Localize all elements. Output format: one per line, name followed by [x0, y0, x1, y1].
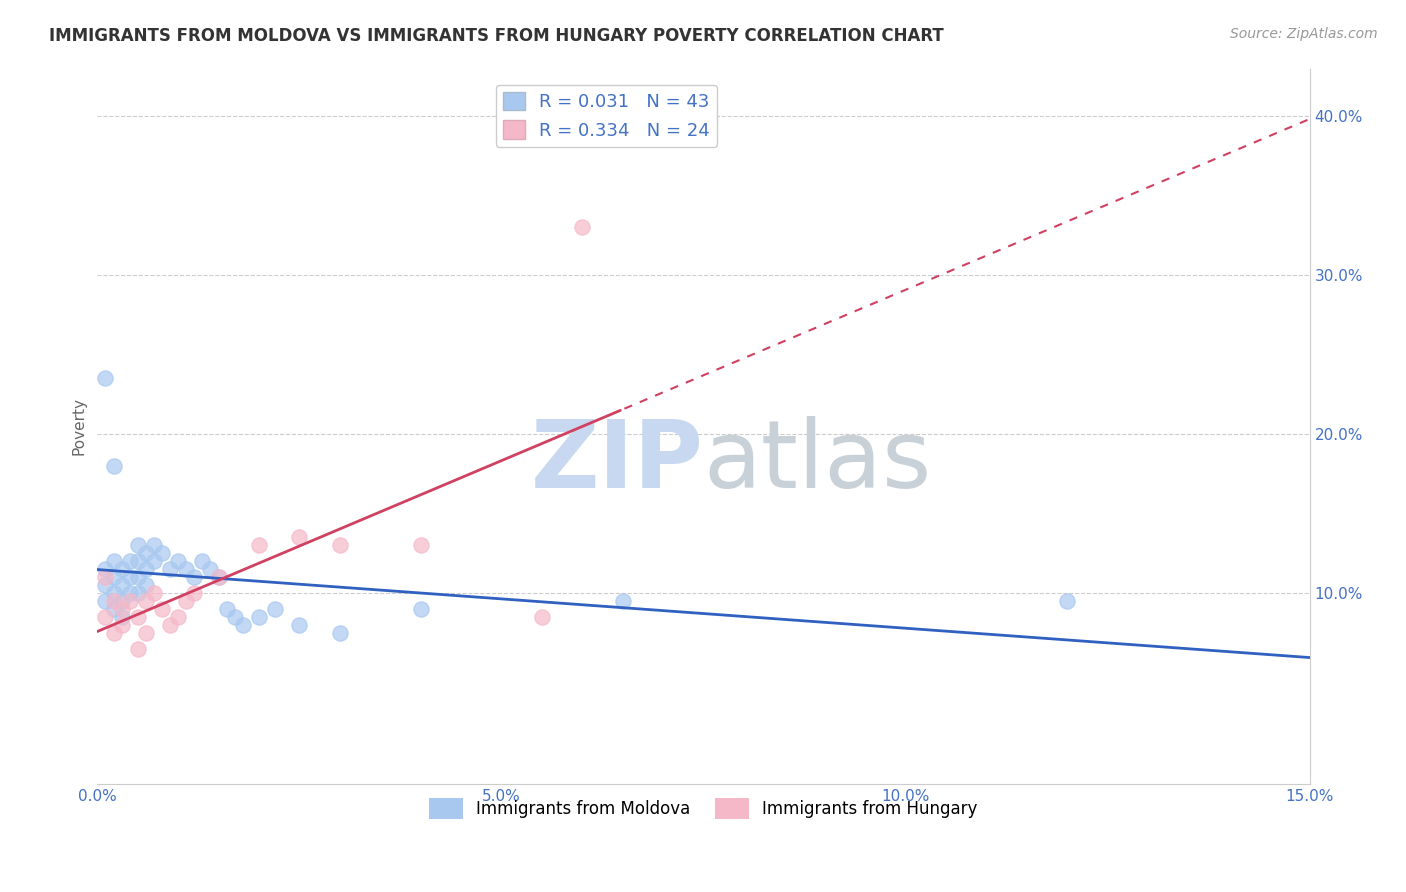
Point	[110, 562, 132, 576]
Text: atlas: atlas	[703, 416, 932, 508]
Point	[183, 586, 205, 600]
Point	[247, 538, 270, 552]
Point	[167, 610, 190, 624]
Point	[94, 578, 117, 592]
Point	[127, 610, 149, 624]
Text: ZIP: ZIP	[530, 416, 703, 508]
Point	[110, 610, 132, 624]
Point	[94, 610, 117, 624]
Point	[1056, 594, 1078, 608]
Point	[103, 594, 125, 608]
Point	[127, 570, 149, 584]
Point	[135, 562, 157, 576]
Text: Source: ZipAtlas.com: Source: ZipAtlas.com	[1230, 27, 1378, 41]
Point	[159, 562, 181, 576]
Point	[142, 538, 165, 552]
Point	[288, 617, 311, 632]
Point	[167, 554, 190, 568]
Point	[127, 554, 149, 568]
Point	[191, 554, 214, 568]
Point	[142, 586, 165, 600]
Point	[200, 562, 222, 576]
Point	[409, 602, 432, 616]
Point	[118, 586, 141, 600]
Point	[183, 570, 205, 584]
Point	[118, 594, 141, 608]
Point	[142, 554, 165, 568]
Point	[135, 625, 157, 640]
Y-axis label: Poverty: Poverty	[72, 397, 86, 455]
Point	[135, 594, 157, 608]
Point	[329, 625, 352, 640]
Point	[571, 220, 593, 235]
Legend: Immigrants from Moldova, Immigrants from Hungary: Immigrants from Moldova, Immigrants from…	[423, 792, 984, 825]
Point	[94, 570, 117, 584]
Point	[174, 562, 197, 576]
Point	[174, 594, 197, 608]
Point	[94, 371, 117, 385]
Point	[329, 538, 352, 552]
Point	[103, 625, 125, 640]
Point	[110, 617, 132, 632]
Point	[118, 570, 141, 584]
Point	[94, 594, 117, 608]
Point	[159, 617, 181, 632]
Point	[110, 594, 132, 608]
Point	[150, 602, 173, 616]
Point	[409, 538, 432, 552]
Point	[612, 594, 634, 608]
Point	[207, 570, 229, 584]
Point	[150, 546, 173, 560]
Point	[530, 610, 553, 624]
Point	[127, 586, 149, 600]
Point	[135, 546, 157, 560]
Point	[118, 554, 141, 568]
Point	[247, 610, 270, 624]
Point	[110, 578, 132, 592]
Text: IMMIGRANTS FROM MOLDOVA VS IMMIGRANTS FROM HUNGARY POVERTY CORRELATION CHART: IMMIGRANTS FROM MOLDOVA VS IMMIGRANTS FR…	[49, 27, 943, 45]
Point	[215, 602, 238, 616]
Point	[207, 570, 229, 584]
Point	[94, 562, 117, 576]
Point	[135, 578, 157, 592]
Point	[264, 602, 287, 616]
Point	[288, 530, 311, 544]
Point	[127, 641, 149, 656]
Point	[103, 554, 125, 568]
Point	[103, 458, 125, 473]
Point	[127, 538, 149, 552]
Point	[103, 602, 125, 616]
Point	[103, 570, 125, 584]
Point	[232, 617, 254, 632]
Point	[110, 602, 132, 616]
Point	[224, 610, 246, 624]
Point	[103, 586, 125, 600]
